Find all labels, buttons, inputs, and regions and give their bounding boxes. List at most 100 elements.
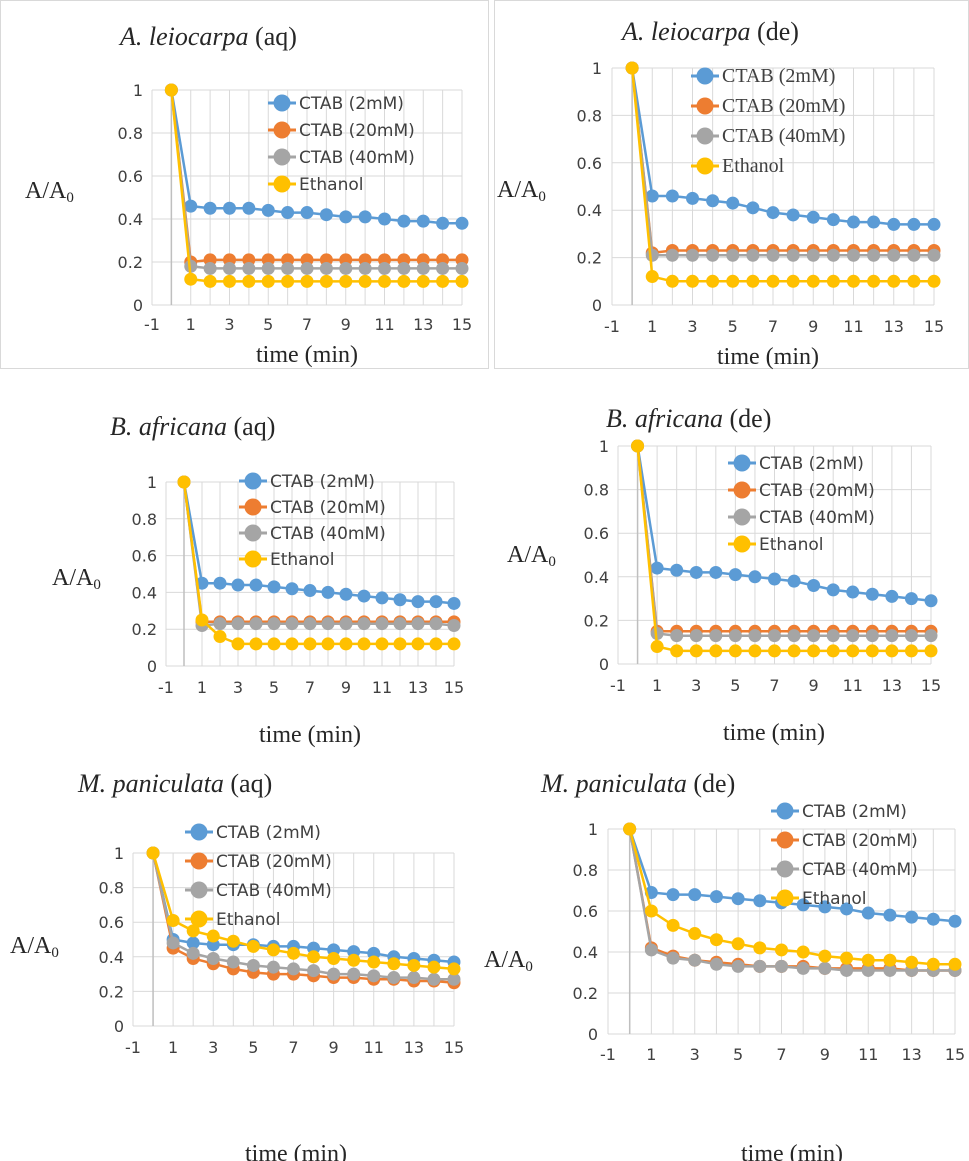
- series-line: [170, 89, 462, 283]
- x-tick-label: 15: [444, 678, 464, 697]
- legend-swatch-marker: [244, 472, 262, 490]
- legend-swatch-marker: [273, 121, 291, 139]
- x-tick-label: 3: [690, 1045, 700, 1064]
- legend: CTAB (2mM) CTAB (20mM) CTAB (40mM) Ethanol: [771, 802, 918, 909]
- data-point: [397, 261, 411, 275]
- y-axis-label-main: A/A: [484, 947, 526, 973]
- data-point: [807, 644, 821, 658]
- y-tick-label: 0.4: [118, 210, 143, 229]
- data-point: [818, 949, 832, 963]
- y-tick-label: 0.2: [132, 620, 157, 639]
- x-tick-label: 1: [168, 1038, 178, 1057]
- chart-title-extract: (aq): [224, 769, 272, 798]
- data-point: [436, 216, 450, 230]
- data-point: [731, 959, 745, 973]
- x-tick-label: -1: [600, 1045, 616, 1064]
- data-point: [905, 955, 919, 969]
- legend-label: CTAB (2mM): [722, 65, 835, 87]
- x-axis-label: time (min): [723, 720, 825, 746]
- data-point: [246, 939, 260, 953]
- x-tick-label: 5: [733, 1045, 743, 1064]
- data-point: [416, 214, 430, 228]
- y-tick-label: 0: [114, 1017, 124, 1036]
- y-axis-label-main: A/A: [497, 177, 539, 203]
- series-line: [182, 481, 454, 624]
- data-point: [387, 971, 401, 985]
- data-point: [307, 964, 321, 978]
- y-tick-label: 1: [592, 59, 602, 78]
- y-tick-label: 0.2: [99, 982, 124, 1001]
- data-point: [806, 274, 820, 288]
- data-point: [375, 591, 389, 605]
- series-line: [628, 828, 955, 972]
- data-point: [689, 644, 703, 658]
- data-point: [907, 248, 921, 262]
- legend-swatch-marker: [733, 454, 751, 472]
- data-point: [904, 644, 918, 658]
- data-point: [666, 918, 680, 932]
- series-line: [628, 828, 956, 923]
- data-point: [429, 595, 443, 609]
- y-tick-label: 0.6: [577, 154, 602, 173]
- data-point: [786, 274, 800, 288]
- x-tick-label: 3: [224, 315, 234, 334]
- data-point: [709, 629, 723, 643]
- x-tick-label: 1: [647, 317, 657, 336]
- data-point: [867, 248, 881, 262]
- x-tick-label: 15: [444, 1038, 464, 1057]
- data-point: [287, 946, 300, 960]
- data-point: [927, 217, 941, 231]
- y-tick-label: 0.4: [584, 568, 609, 587]
- y-axis-label-main: A/A: [52, 565, 94, 591]
- series-line: [170, 89, 462, 264]
- x-tick-label: 7: [305, 678, 315, 697]
- data-point: [806, 248, 820, 262]
- data-point: [436, 274, 450, 288]
- data-point: [768, 629, 781, 643]
- legend-swatch-marker: [733, 535, 751, 553]
- data-point: [387, 957, 401, 971]
- y-axis-label-subscript: 0: [51, 945, 59, 961]
- x-tick-label: 15: [452, 315, 472, 334]
- legend-label: CTAB (20mM): [270, 498, 386, 518]
- y-axis-label-subscript: 0: [93, 577, 101, 593]
- data-point: [429, 637, 443, 651]
- data-point: [242, 274, 256, 288]
- data-point: [709, 933, 723, 947]
- x-tick-label: 9: [808, 317, 818, 336]
- data-point: [447, 596, 461, 610]
- chart-title: A. leiocarpa (de): [620, 17, 799, 46]
- x-tick-label: -1: [125, 1038, 141, 1057]
- data-point: [397, 274, 411, 288]
- data-point: [650, 640, 664, 654]
- data-point: [726, 248, 740, 262]
- y-axis-label: A/A0: [52, 565, 101, 593]
- data-point: [786, 248, 800, 262]
- y-tick-label: 0.6: [584, 524, 609, 543]
- data-point: [287, 962, 300, 976]
- data-point: [327, 952, 341, 966]
- y-axis-label-subscript: 0: [548, 554, 556, 570]
- series-ctab-40mm: [177, 475, 461, 633]
- x-tick-label: 13: [882, 676, 902, 695]
- y-tick-label: 0.6: [99, 913, 124, 932]
- data-point: [261, 203, 275, 217]
- x-tick-label: 3: [687, 317, 697, 336]
- series-line: [630, 67, 934, 255]
- data-point: [319, 208, 333, 222]
- data-point: [249, 617, 263, 631]
- y-tick-label: 0.8: [573, 861, 598, 880]
- series-line: [628, 828, 955, 966]
- data-point: [753, 894, 767, 908]
- data-point: [826, 213, 840, 227]
- y-tick-label: 0.4: [99, 948, 124, 967]
- legend: CTAB (2mM) CTAB (20mM) CTAB (40mM) Ethanol: [185, 823, 332, 930]
- data-point: [766, 248, 780, 262]
- data-point: [846, 629, 860, 643]
- data-point: [246, 958, 260, 972]
- y-tick-label: 0: [133, 296, 143, 315]
- chart-title-extract: (de): [751, 17, 799, 46]
- legend-label: CTAB (2mM): [759, 454, 864, 474]
- data-point: [728, 644, 742, 658]
